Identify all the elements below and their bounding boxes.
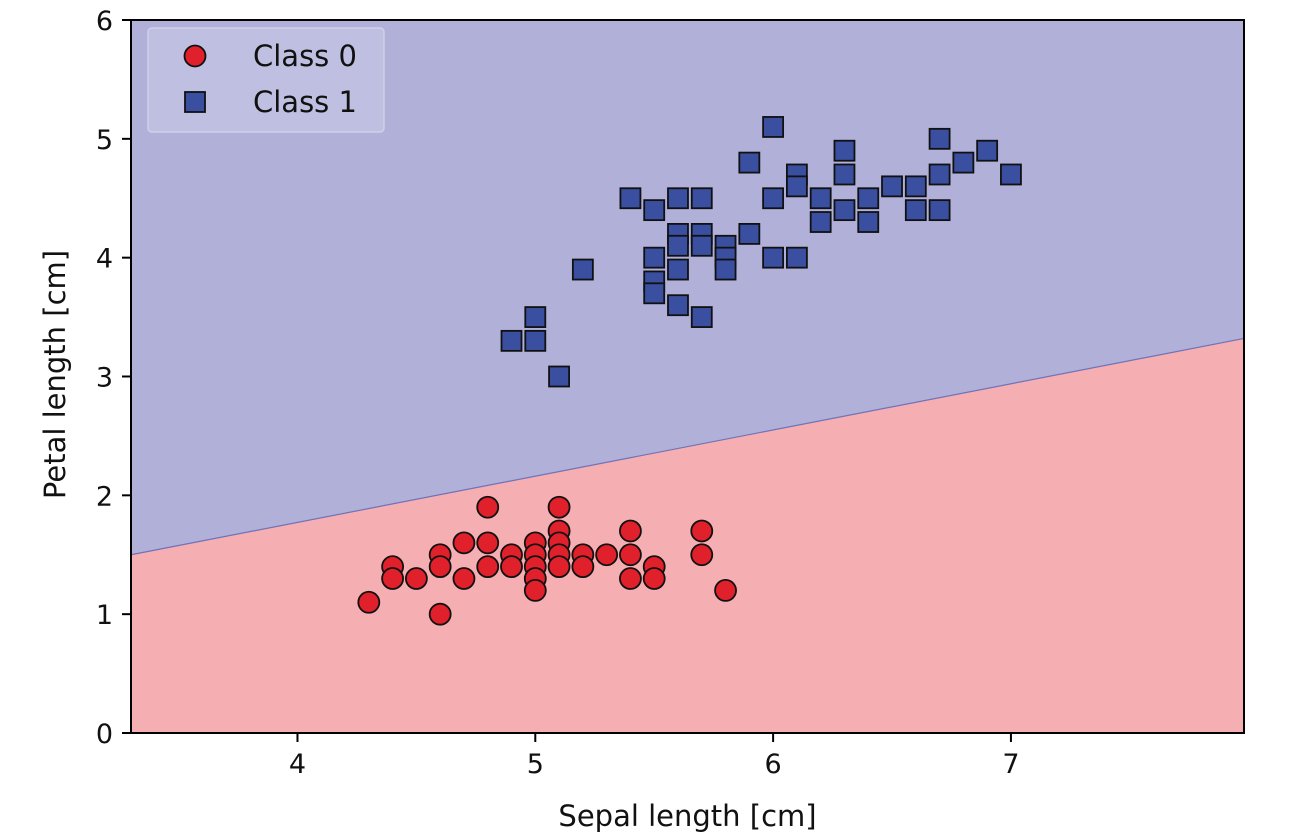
data-markers (357, 116, 1022, 626)
legend-box (147, 27, 385, 133)
data-point-class-1 (690, 234, 713, 257)
data-point-class-0 (357, 590, 381, 614)
data-point-class-1 (881, 175, 903, 198)
data-point-class-1 (833, 163, 856, 186)
y-tick-label: 5 (96, 125, 113, 156)
data-point-class-1 (785, 246, 808, 269)
data-point-class-1 (857, 187, 880, 210)
data-point-class-0 (642, 567, 666, 590)
data-point-class-1 (667, 234, 689, 257)
data-point-class-0 (547, 555, 571, 579)
data-point-class-1 (762, 187, 785, 210)
legend-marker-class-1 (184, 91, 206, 113)
data-point-class-1 (571, 258, 594, 281)
data-point-class-0 (714, 579, 737, 602)
data-point-class-0 (500, 555, 523, 579)
data-point-class-1 (714, 258, 737, 281)
data-point-class-0 (690, 543, 714, 567)
y-tick-label: 2 (96, 481, 113, 512)
data-point-class-1 (643, 246, 666, 269)
data-point-class-0 (452, 567, 476, 590)
data-point-class-0 (619, 543, 642, 567)
x-tick-label: 4 (289, 749, 306, 780)
x-tick-label: 5 (527, 749, 544, 780)
y-axis: 0 1 2 3 4 5 6 (96, 6, 131, 750)
data-point-class-1 (904, 199, 927, 222)
data-point-class-0 (571, 555, 595, 579)
legend-label-class-1: Class 1 (253, 85, 357, 119)
data-point-class-1 (667, 294, 689, 317)
x-axis: 4 5 6 7 (289, 733, 1020, 780)
data-point-class-1 (833, 199, 856, 222)
y-tick-label: 0 (96, 719, 113, 750)
data-point-class-0 (476, 495, 500, 519)
x-tick-label: 6 (765, 749, 782, 780)
data-point-class-1 (690, 306, 713, 328)
x-tick-label: 7 (1002, 749, 1019, 780)
class-0-region (131, 338, 1244, 733)
plot-area (130, 20, 1245, 733)
data-point-class-1 (904, 175, 927, 198)
legend-marker-class-0 (183, 44, 207, 68)
data-point-class-1 (738, 151, 761, 174)
legend: Class 0 Class 1 (147, 27, 385, 133)
data-point-class-1 (1000, 163, 1022, 186)
data-point-class-1 (952, 151, 975, 174)
data-point-class-1 (524, 329, 547, 352)
decision-boundary-line (130, 337, 1245, 556)
data-point-class-0 (476, 555, 500, 579)
y-axis-label: Petal length [cm] (38, 250, 72, 499)
data-point-class-0 (523, 579, 547, 602)
data-point-class-1 (928, 163, 951, 186)
data-point-class-0 (690, 519, 714, 543)
data-point-class-1 (762, 116, 785, 138)
data-point-class-1 (548, 365, 570, 388)
data-point-class-0 (547, 495, 571, 519)
data-point-class-1 (833, 139, 856, 162)
data-point-class-1 (928, 127, 951, 150)
data-point-class-1 (667, 258, 689, 281)
data-point-class-0 (404, 567, 428, 590)
data-point-class-1 (809, 211, 832, 233)
data-point-class-0 (619, 519, 642, 543)
data-point-class-1 (619, 187, 642, 210)
data-point-class-0 (381, 567, 405, 590)
data-point-class-0 (595, 543, 619, 567)
data-point-class-1 (667, 187, 689, 210)
data-point-class-1 (643, 282, 666, 305)
data-point-class-1 (690, 187, 713, 210)
data-point-class-1 (738, 222, 761, 245)
data-point-class-1 (762, 246, 785, 269)
data-point-class-1 (976, 139, 999, 162)
data-point-class-1 (500, 329, 523, 352)
data-point-class-0 (452, 531, 476, 555)
data-point-class-0 (428, 602, 452, 626)
data-point-class-1 (643, 199, 666, 222)
data-point-class-1 (524, 306, 547, 328)
data-point-class-1 (857, 211, 880, 233)
data-point-class-0 (619, 567, 642, 590)
legend-label-class-0: Class 0 (253, 39, 357, 73)
data-point-class-1 (928, 199, 951, 222)
y-tick-label: 4 (96, 244, 113, 275)
x-axis-label: Sepal length [cm] (558, 799, 816, 833)
y-tick-label: 6 (96, 6, 113, 37)
y-tick-label: 1 (96, 600, 113, 631)
data-point-class-0 (476, 531, 500, 555)
data-point-class-0 (428, 555, 452, 579)
data-point-class-1 (785, 175, 808, 198)
y-tick-label: 3 (96, 363, 113, 394)
data-point-class-1 (809, 187, 832, 210)
